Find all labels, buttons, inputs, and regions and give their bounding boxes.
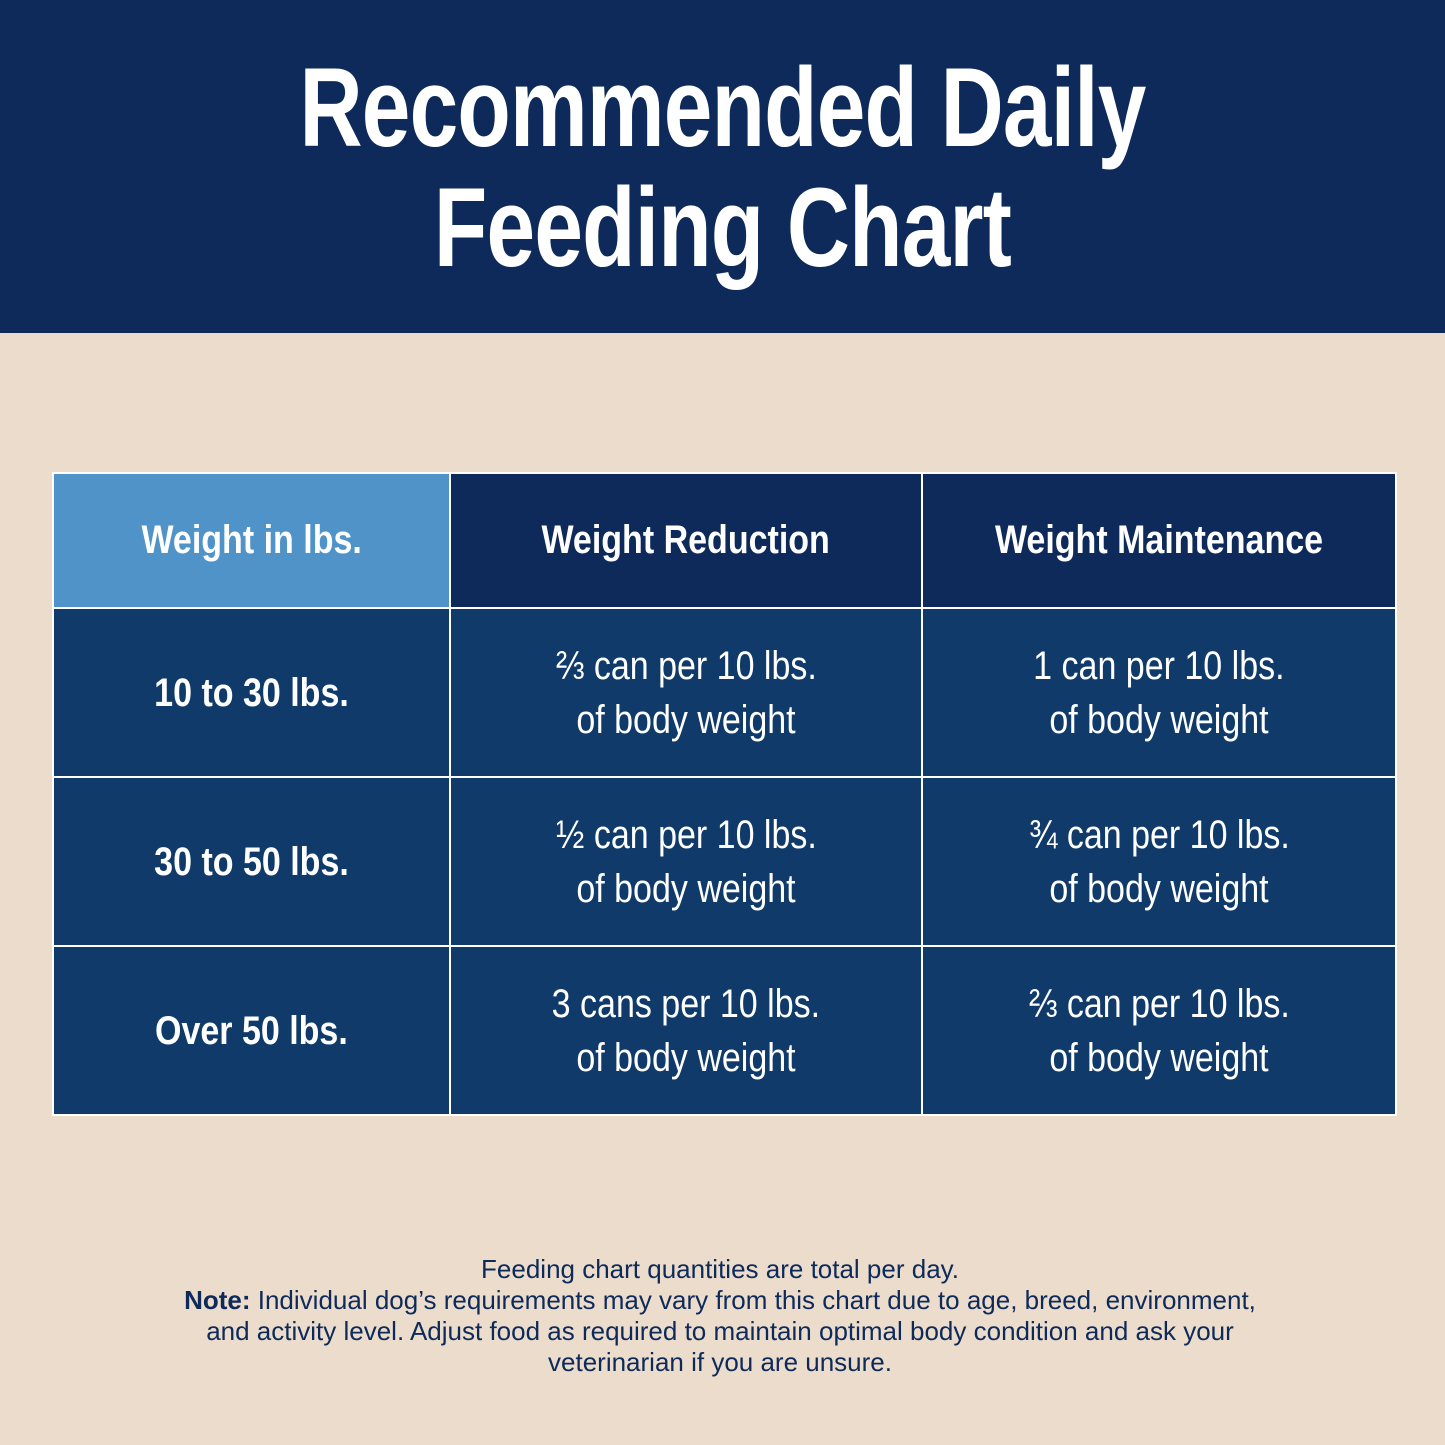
- header-cell: Weight in lbs.: [52, 472, 451, 609]
- title-line: Feeding Chart: [433, 165, 1012, 290]
- footnote-note: Note: Individual dog’s requirements may …: [160, 1285, 1280, 1378]
- cell-text: of body weight: [576, 1035, 796, 1080]
- table-cell: 10 to 30 lbs.: [52, 607, 451, 778]
- header-text: Weight Reduction: [541, 518, 831, 562]
- footnote: Feeding chart quantities are total per d…: [160, 1254, 1280, 1378]
- table-cell: Over 50 lbs.: [52, 945, 451, 1116]
- cell-line: of body weight: [923, 693, 1395, 747]
- cell-line: of body weight: [451, 1031, 921, 1085]
- cell-line: 3 cans per 10 lbs.: [451, 977, 921, 1031]
- cell-line: ½ can per 10 lbs.: [451, 808, 921, 862]
- cell-text: 10 to 30 lbs.: [154, 670, 349, 715]
- cell-line: 1 can per 10 lbs.: [923, 639, 1395, 693]
- header-cell: Weight Maintenance: [921, 472, 1397, 609]
- feeding-table: Weight in lbs. Weight Reduction Weight Mai…: [52, 472, 1397, 1116]
- cell-text: ⅔ can per 10 lbs.: [1028, 981, 1290, 1026]
- table-cell: ¾ can per 10 lbs. of body weight: [921, 776, 1397, 947]
- table-row: Over 50 lbs. 3 cans per 10 lbs. of body we…: [52, 945, 1397, 1116]
- cell-line: of body weight: [923, 862, 1395, 916]
- header-band: Recommended Daily Feeding Chart: [0, 0, 1445, 333]
- note-text: Individual dog’s requirements may vary f…: [206, 1285, 1256, 1377]
- cell-text: 3 cans per 10 lbs.: [551, 981, 821, 1026]
- cell-text: of body weight: [576, 697, 796, 742]
- title-line: Recommended Daily: [299, 45, 1146, 170]
- cell-line: ⅔ can per 10 lbs.: [451, 639, 921, 693]
- cell-line: ¾ can per 10 lbs.: [923, 808, 1395, 862]
- table-row: 30 to 50 lbs. ½ can per 10 lbs. of body we…: [52, 776, 1397, 947]
- cell-text: Over 50 lbs.: [155, 1008, 348, 1053]
- cell-text: 1 can per 10 lbs.: [1033, 643, 1285, 688]
- cell-line: of body weight: [451, 862, 921, 916]
- header-row: Weight in lbs. Weight Reduction Weight Mai…: [52, 472, 1397, 609]
- header-cell: Weight Reduction: [449, 472, 923, 609]
- cell-line: of body weight: [923, 1031, 1395, 1085]
- cell-text: of body weight: [1049, 1035, 1269, 1080]
- cell-text: ½ can per 10 lbs.: [555, 812, 817, 857]
- cell-text: ¾ can per 10 lbs.: [1028, 812, 1290, 857]
- cell-text: ⅔ can per 10 lbs.: [555, 643, 817, 688]
- table-row: 10 to 30 lbs. ⅔ can per 10 lbs. of body we…: [52, 607, 1397, 778]
- header-text: Weight in lbs.: [141, 518, 362, 562]
- cell-text: of body weight: [1049, 697, 1269, 742]
- table-cell: 3 cans per 10 lbs. of body weight: [449, 945, 923, 1116]
- table-body: 10 to 30 lbs. ⅔ can per 10 lbs. of body we…: [52, 607, 1397, 1116]
- cell-line: ⅔ can per 10 lbs.: [923, 977, 1395, 1031]
- footnote-line: Feeding chart quantities are total per d…: [481, 1254, 959, 1284]
- table-cell: ½ can per 10 lbs. of body weight: [449, 776, 923, 947]
- table-cell: 1 can per 10 lbs. of body weight: [921, 607, 1397, 778]
- table-cell: ⅔ can per 10 lbs. of body weight: [921, 945, 1397, 1116]
- cell-text: of body weight: [576, 866, 796, 911]
- cell-line: of body weight: [451, 693, 921, 747]
- table-cell: ⅔ can per 10 lbs. of body weight: [449, 607, 923, 778]
- table-cell: 30 to 50 lbs.: [52, 776, 451, 947]
- note-label: Note:: [184, 1285, 251, 1315]
- cell-text: of body weight: [1049, 866, 1269, 911]
- header-text: Weight Maintenance: [994, 518, 1324, 562]
- cell-text: 30 to 50 lbs.: [154, 839, 349, 884]
